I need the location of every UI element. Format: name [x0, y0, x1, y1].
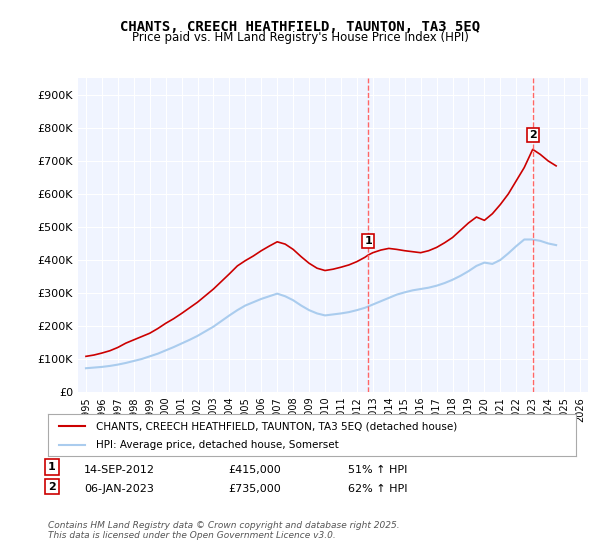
Text: 51% ↑ HPI: 51% ↑ HPI [348, 465, 407, 475]
Text: CHANTS, CREECH HEATHFIELD, TAUNTON, TA3 5EQ: CHANTS, CREECH HEATHFIELD, TAUNTON, TA3 … [120, 20, 480, 34]
Text: CHANTS, CREECH HEATHFIELD, TAUNTON, TA3 5EQ (detached house): CHANTS, CREECH HEATHFIELD, TAUNTON, TA3 … [95, 421, 457, 431]
Text: 1: 1 [48, 462, 56, 472]
Text: Price paid vs. HM Land Registry's House Price Index (HPI): Price paid vs. HM Land Registry's House … [131, 31, 469, 44]
Text: 14-SEP-2012: 14-SEP-2012 [84, 465, 155, 475]
Text: £735,000: £735,000 [228, 484, 281, 494]
Text: 1: 1 [364, 236, 372, 246]
Text: Contains HM Land Registry data © Crown copyright and database right 2025.
This d: Contains HM Land Registry data © Crown c… [48, 521, 400, 540]
Text: 2: 2 [48, 482, 56, 492]
Text: 06-JAN-2023: 06-JAN-2023 [84, 484, 154, 494]
Text: £415,000: £415,000 [228, 465, 281, 475]
Text: 2: 2 [529, 130, 536, 140]
Text: HPI: Average price, detached house, Somerset: HPI: Average price, detached house, Some… [95, 440, 338, 450]
Text: 62% ↑ HPI: 62% ↑ HPI [348, 484, 407, 494]
